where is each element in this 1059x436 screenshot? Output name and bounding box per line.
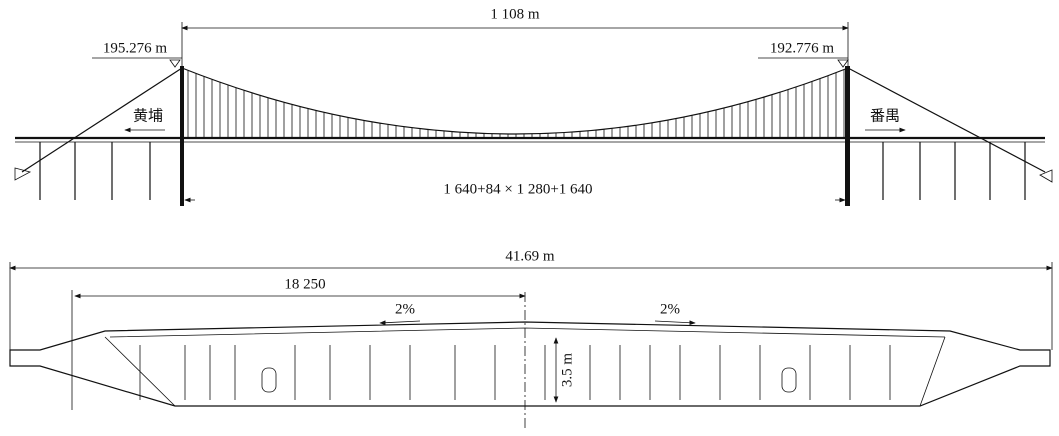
span-arrangement: 1 640+84 × 1 280+1 640 <box>443 181 592 197</box>
slope-label: 2% <box>660 301 680 317</box>
level-mark <box>837 59 849 68</box>
hangers <box>187 69 845 137</box>
elevation: 1 108 m 195.276 m 192.776 m 黄埔 番禺 1 640+… <box>14 6 1053 206</box>
tower <box>180 66 184 206</box>
slope-arrow <box>654 320 696 326</box>
direction-label: 黄埔 <box>133 107 163 124</box>
level-mark <box>169 59 181 68</box>
slope-label: 2% <box>395 301 415 317</box>
deck-plate <box>109 327 946 338</box>
main-cable <box>181 67 849 135</box>
direction-label: 番禺 <box>870 107 900 124</box>
anchorage <box>14 167 32 181</box>
cross-section: 41.69 m 18 250 2% 2% 3.5 m <box>9 248 1053 430</box>
depth-label: 3.5 m <box>559 353 575 388</box>
half-width-label: 18 250 <box>284 276 325 292</box>
main-span-label: 1 108 m <box>490 6 540 22</box>
side-cable <box>847 67 1046 173</box>
total-width-label: 41.69 m <box>505 248 555 264</box>
tower <box>845 66 850 206</box>
manhole <box>261 367 277 393</box>
elevation-label: 195.276 m <box>103 40 168 56</box>
elevation-label: 192.776 m <box>770 40 835 56</box>
anchorage <box>1039 169 1053 183</box>
manhole <box>781 367 797 393</box>
piers <box>39 142 1026 200</box>
side-cable <box>21 67 183 173</box>
box-girder <box>9 321 1051 407</box>
slope-arrow <box>379 320 421 326</box>
diaphragms <box>139 345 891 400</box>
